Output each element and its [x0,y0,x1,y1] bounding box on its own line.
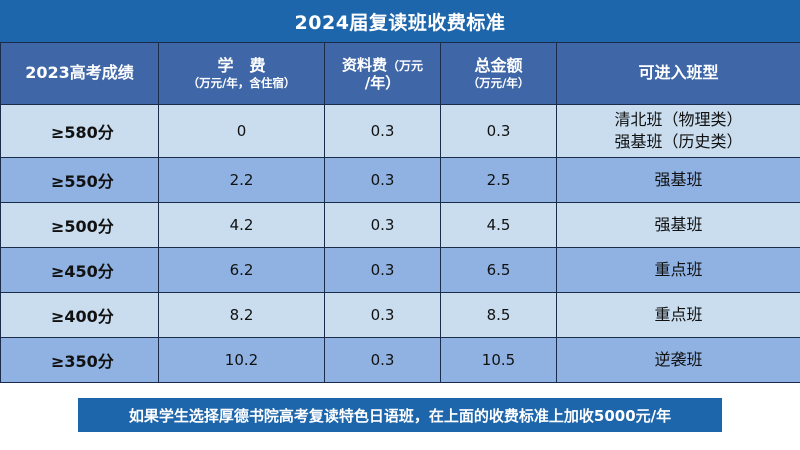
total-cell: 2.5 [440,157,557,203]
class-line: 强基班（历史类） [614,132,743,151]
header-score-label: 2023高考成绩 [25,63,134,83]
header-class: 可进入班型 [556,42,800,105]
header-tuition-label: 学 费 [217,55,266,75]
total-cell: 0.3 [440,104,557,158]
materials-cell: 0.3 [324,247,441,293]
tuition-cell: 0 [158,104,325,158]
class-cell: 重点班 [556,247,800,293]
class-line: 重点班 [654,305,703,325]
class-line: 逆袭班 [654,350,703,370]
tuition-cell: 6.2 [158,247,325,293]
tuition-cell: 4.2 [158,202,325,248]
header-materials-label: 资料费（万元 [325,56,440,74]
table-row: ≥400分 8.2 0.3 8.5 重点班 [0,292,800,338]
tuition-cell: 2.2 [158,157,325,203]
fee-table-header: 2023高考成绩 学 费 （万元/年，含住宿） 资料费（万元 /年） 总金额 （… [0,42,800,105]
class-cell: 重点班 [556,292,800,338]
header-tuition: 学 费 （万元/年，含住宿） [158,42,325,105]
tuition-cell: 8.2 [158,292,325,338]
table-row: ≥580分 0 0.3 0.3 清北班（物理类） 强基班（历史类） [0,104,800,158]
score-cell: ≥500分 [0,202,159,248]
materials-cell: 0.3 [324,337,441,383]
class-cell: 清北班（物理类） 强基班（历史类） [556,104,800,158]
table-row: ≥450分 6.2 0.3 6.5 重点班 [0,247,800,293]
header-total-label: 总金额 [474,55,523,75]
materials-cell: 0.3 [324,157,441,203]
materials-cell: 0.3 [324,202,441,248]
materials-cell: 0.3 [324,292,441,338]
table-row: ≥350分 10.2 0.3 10.5 逆袭班 [0,337,800,383]
class-cell: 逆袭班 [556,337,800,383]
score-cell: ≥450分 [0,247,159,293]
class-cell: 强基班 [556,157,800,203]
materials-cell: 0.3 [324,104,441,158]
header-total-unit: （万元/年） [467,76,530,91]
total-cell: 10.5 [440,337,557,383]
tuition-cell: 10.2 [158,337,325,383]
header-tuition-unit: （万元/年，含住宿） [187,76,296,91]
total-cell: 8.5 [440,292,557,338]
header-score: 2023高考成绩 [0,42,159,105]
footer-note: 如果学生选择厚德书院高考复读特色日语班，在上面的收费标准上加收5000元/年 [78,398,722,432]
score-cell: ≥580分 [0,104,159,158]
class-line: 清北班（物理类） [614,110,743,130]
score-cell: ≥400分 [0,292,159,338]
total-cell: 6.5 [440,247,557,293]
class-line: 强基班 [654,170,703,190]
header-materials: 资料费（万元 /年） [324,42,441,105]
class-line: 重点班 [654,260,703,280]
page-title: 2024届复读班收费标准 [0,0,800,42]
class-cell: 强基班 [556,202,800,248]
score-cell: ≥350分 [0,337,159,383]
table-row: ≥500分 4.2 0.3 4.5 强基班 [0,202,800,248]
fee-table-body: ≥580分 0 0.3 0.3 清北班（物理类） 强基班（历史类） ≥550分 … [0,104,800,383]
class-line: 强基班 [654,215,703,235]
fee-table: 2023高考成绩 学 费 （万元/年，含住宿） 资料费（万元 /年） 总金额 （… [0,42,800,383]
header-total: 总金额 （万元/年） [440,42,557,105]
header-class-label: 可进入班型 [638,63,719,83]
header-materials-unit-1: （万元 [387,58,424,73]
header-row: 2023高考成绩 学 费 （万元/年，含住宿） 资料费（万元 /年） 总金额 （… [0,42,800,105]
score-cell: ≥550分 [0,157,159,203]
header-materials-unit-2: /年） [364,73,401,92]
table-row: ≥550分 2.2 0.3 2.5 强基班 [0,157,800,203]
total-cell: 4.5 [440,202,557,248]
header-materials-main: 资料费 [341,55,387,74]
